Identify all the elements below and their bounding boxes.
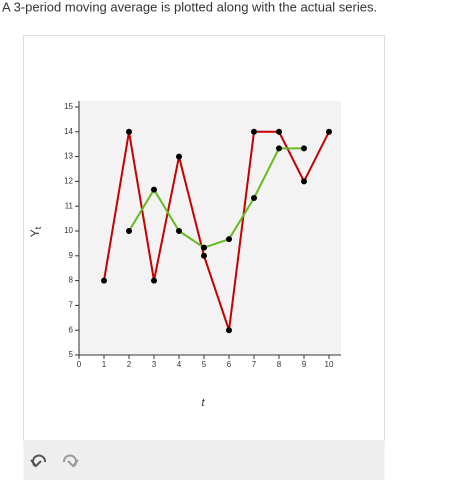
y-tick-label: 5 (69, 350, 74, 359)
x-tick-label: 8 (277, 360, 282, 369)
x-tick-label: 9 (302, 360, 307, 369)
toolbar (23, 440, 385, 480)
y-tick-label: 10 (64, 226, 73, 235)
y-tick-label: 6 (69, 325, 74, 334)
data-point (126, 228, 132, 234)
data-point (251, 195, 257, 202)
data-point (226, 327, 232, 334)
undo-button[interactable] (30, 454, 46, 468)
data-point (176, 153, 182, 160)
x-tick-label: 10 (325, 360, 334, 369)
data-point (251, 128, 257, 135)
x-tick-label: 3 (152, 360, 157, 369)
y-tick-label: 14 (64, 127, 73, 136)
data-point (201, 252, 207, 259)
data-point (276, 128, 282, 135)
series-line (128, 147, 304, 249)
series-line (103, 130, 330, 331)
x-axis-label: t (201, 397, 205, 409)
data-point (301, 178, 307, 185)
data-point (326, 128, 332, 135)
data-point (151, 186, 157, 193)
y-tick-label: 15 (64, 102, 73, 111)
data-point (226, 236, 232, 243)
y-axis-label-main: Y (28, 229, 42, 237)
data-point (101, 277, 107, 284)
plot-background (79, 101, 341, 355)
data-point (201, 244, 207, 251)
data-point (301, 145, 307, 152)
x-tick-label: 5 (202, 360, 207, 369)
y-axis-label: Yt (28, 226, 43, 237)
redo-button[interactable] (63, 454, 79, 468)
x-tick-label: 2 (127, 360, 132, 369)
data-point (276, 145, 282, 152)
data-point (151, 277, 157, 284)
y-tick-label: 9 (69, 251, 74, 260)
y-tick-label: 11 (65, 201, 74, 210)
x-tick-label: 4 (177, 360, 182, 369)
y-axis-label-sub: t (33, 226, 43, 229)
x-tick-label: 6 (227, 360, 232, 369)
caption: A 3-period moving average is plotted alo… (2, 0, 377, 14)
data-point (176, 228, 182, 234)
y-tick-label: 7 (69, 301, 74, 310)
y-tick-label: 13 (64, 152, 73, 161)
x-tick-label: 1 (102, 360, 107, 369)
x-tick-label: 7 (252, 360, 257, 369)
x-tick-label: 0 (77, 360, 82, 369)
y-tick-label: 12 (64, 177, 73, 186)
y-tick-label: 8 (69, 276, 74, 285)
data-point (126, 128, 132, 135)
